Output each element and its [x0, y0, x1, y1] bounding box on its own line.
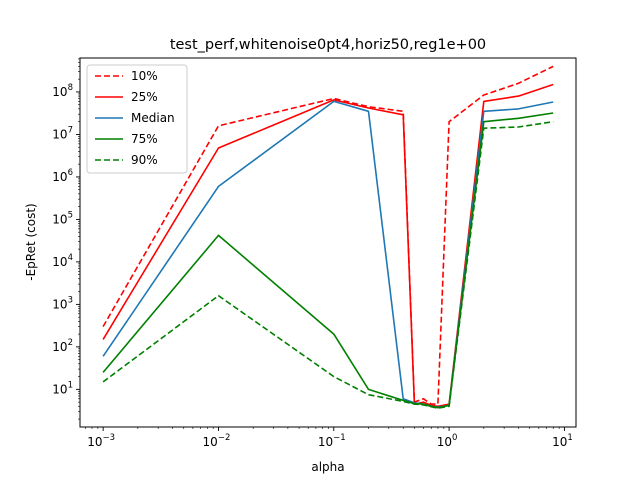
- series-line-0: [102, 65, 554, 405]
- y-tick-label-1: 102: [52, 338, 73, 354]
- plot-lines: [102, 65, 554, 410]
- x-tick-label-1: 10−2: [203, 433, 231, 449]
- y-tick-label-0: 101: [52, 380, 73, 396]
- x-axis: 10−3 10−2 10−1 100 101: [84, 427, 573, 449]
- legend-label-3: 75%: [131, 132, 158, 146]
- legend: 10% 25% Median 75% 90%: [86, 64, 188, 174]
- y-tick-label-4: 105: [52, 210, 73, 226]
- y-axis-label: -EpRet (cost): [24, 203, 38, 281]
- legend-label-2: Median: [131, 111, 175, 125]
- y-tick-label-3: 104: [52, 253, 73, 269]
- y-tick-label-7: 108: [52, 83, 73, 99]
- x-axis-label: alpha: [311, 460, 344, 474]
- x-tick-label-0: 10−3: [87, 433, 115, 449]
- legend-label-4: 90%: [131, 153, 158, 167]
- legend-label-0: 10%: [131, 69, 158, 83]
- series-line-1: [102, 83, 554, 408]
- legend-box: [86, 64, 188, 174]
- y-tick-label-6: 107: [52, 125, 73, 141]
- y-tick-label-2: 103: [52, 295, 73, 311]
- y-tick-label-5: 106: [52, 168, 73, 184]
- x-tick-label-2: 10−1: [318, 433, 346, 449]
- y-axis: 101 102 103 104 105 106 107 108: [52, 58, 80, 420]
- x-tick-label-4: 101: [552, 433, 573, 449]
- plot-frame: [79, 57, 577, 428]
- series-line-4: [102, 120, 554, 410]
- x-tick-label-3: 100: [437, 433, 458, 449]
- legend-label-1: 25%: [131, 90, 158, 104]
- chart-title: test_perf,whitenoise0pt4,horiz50,reg1e+0…: [170, 37, 486, 53]
